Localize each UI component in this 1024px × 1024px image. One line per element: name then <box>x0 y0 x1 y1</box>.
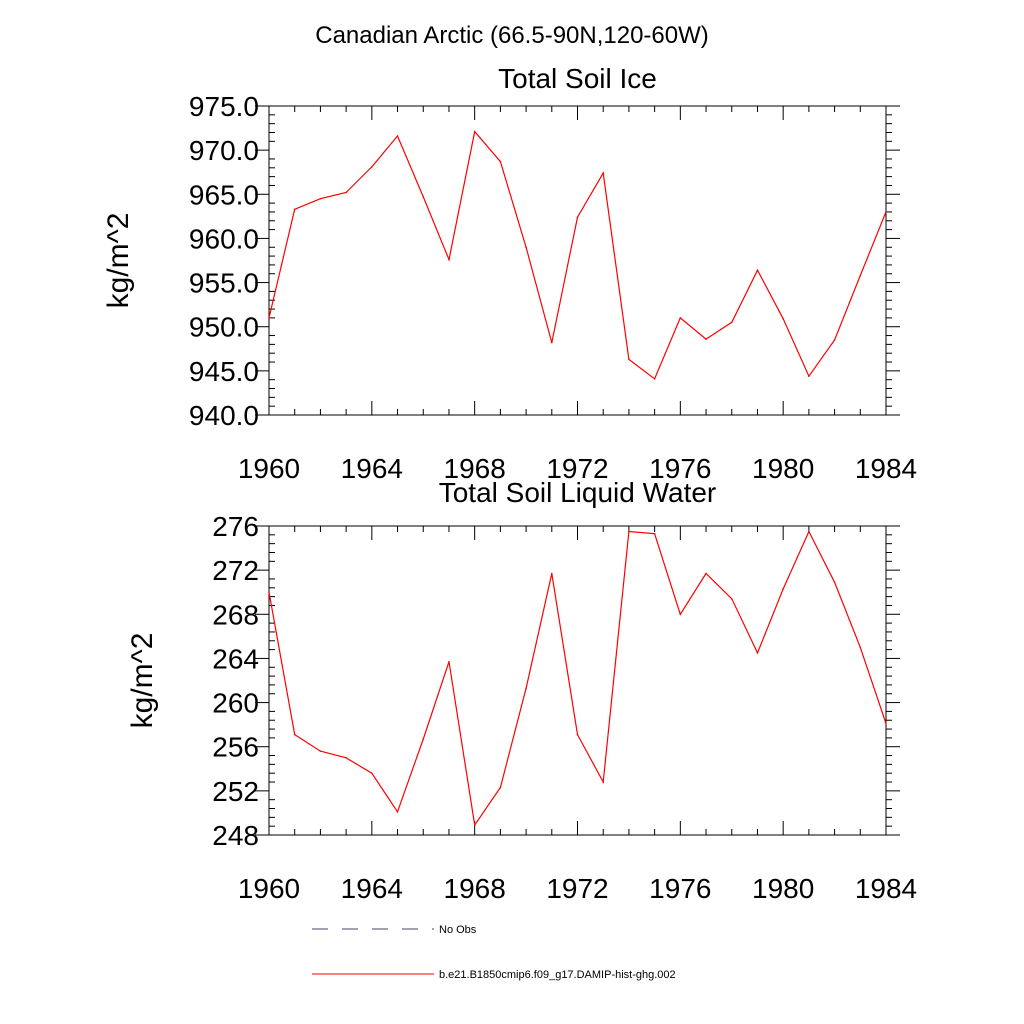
data-point <box>653 378 656 380</box>
y-tick-label: 252 <box>212 776 259 807</box>
data-point <box>293 208 296 211</box>
legend-label: No Obs <box>439 924 477 936</box>
x-tick-label: 1964 <box>341 453 403 484</box>
x-tick-label: 1964 <box>341 873 403 904</box>
data-point <box>782 588 784 590</box>
data-point <box>756 652 759 654</box>
data-point <box>756 269 759 272</box>
data-point <box>268 317 270 319</box>
data-point <box>345 756 347 759</box>
series-line <box>268 530 887 827</box>
x-tick-label: 1976 <box>649 873 711 904</box>
x-tick-label: 1960 <box>238 453 300 484</box>
y-tick-label: 276 <box>212 511 259 542</box>
data-point <box>576 733 579 736</box>
data-point <box>808 375 810 377</box>
data-point <box>833 339 836 341</box>
data-point <box>808 530 810 533</box>
data-point <box>730 598 733 600</box>
data-point <box>448 660 450 663</box>
data-point <box>525 246 527 249</box>
x-tick-label: 1976 <box>649 453 711 484</box>
plot-frame <box>268 105 887 416</box>
x-tick-label: 1972 <box>546 453 608 484</box>
data-point <box>499 786 502 789</box>
data-point <box>499 160 502 163</box>
data-point <box>602 172 605 174</box>
data-point <box>371 166 373 168</box>
data-point <box>396 135 399 137</box>
data-point <box>628 530 630 533</box>
data-point <box>473 824 476 826</box>
y-tick-label: 955.0 <box>189 268 259 299</box>
data-point <box>705 338 707 340</box>
y-tick-label: 256 <box>212 732 259 763</box>
legend-item: No Obs <box>312 924 477 936</box>
data-point <box>473 130 476 133</box>
data-point <box>859 646 862 649</box>
data-point <box>422 738 425 740</box>
y-tick-label: 945.0 <box>189 356 259 387</box>
data-point <box>448 258 450 261</box>
data-point <box>293 733 296 736</box>
data-point <box>422 196 425 198</box>
y-axis-label: kg/m^2 <box>102 213 135 309</box>
data-point <box>628 358 630 361</box>
x-tick-label: 1968 <box>444 873 506 904</box>
data-point <box>550 572 553 575</box>
data-point <box>885 211 887 213</box>
data-point <box>679 613 682 616</box>
data-point <box>345 191 347 194</box>
data-point <box>705 572 707 575</box>
y-tick-label: 960.0 <box>189 223 259 254</box>
y-tick-label: 965.0 <box>189 179 259 210</box>
x-tick-label: 1980 <box>752 873 814 904</box>
data-point <box>859 274 862 277</box>
chart-panels: Total Soil Ice kg/m^2 1960 1964 1968 1972 1976… <box>102 63 917 904</box>
chart-title: Total Soil Liquid Water <box>439 477 717 508</box>
data-point <box>679 317 682 319</box>
data-point <box>602 781 605 783</box>
legend: No Obs b.e21.B1850cmip6.f09_g17.DAMIP-his… <box>312 924 676 981</box>
data-point <box>319 197 322 200</box>
x-tick-label: 1984 <box>855 453 917 484</box>
y-tick-label: 950.0 <box>189 312 259 343</box>
y-tick-label: 264 <box>212 643 259 674</box>
data-point <box>885 722 887 725</box>
figure-title: Canadian Arctic (66.5-90N,120-60W) <box>315 22 709 49</box>
data-point <box>653 532 656 535</box>
chart-panel-2: Total Soil Liquid Water kg/m^2 1960 1964 196… <box>126 477 917 904</box>
x-tick-label: 1968 <box>444 453 506 484</box>
x-tick-label: 1980 <box>752 453 814 484</box>
data-point <box>833 581 836 584</box>
data-point <box>525 687 527 690</box>
plot-frame <box>268 525 887 836</box>
x-tick-label: 1960 <box>238 873 300 904</box>
x-tick-label: 1984 <box>855 873 917 904</box>
y-axis-label: kg/m^2 <box>126 633 159 729</box>
y-tick-label: 975.0 <box>189 91 259 122</box>
data-point <box>782 317 784 320</box>
x-tick-label: 1972 <box>546 873 608 904</box>
series-line <box>268 130 887 380</box>
data-point <box>576 216 579 219</box>
y-tick-label: 248 <box>212 820 259 851</box>
data-point <box>550 341 553 344</box>
y-tick-label: 268 <box>212 599 259 630</box>
data-point <box>730 321 733 324</box>
y-tick-label: 260 <box>212 688 259 719</box>
y-tick-label: 970.0 <box>189 135 259 166</box>
chart-panel-1: Total Soil Ice kg/m^2 1960 1964 1968 1972 1976… <box>102 63 917 484</box>
y-tick-label: 940.0 <box>189 400 259 431</box>
legend-item: b.e21.B1850cmip6.f09_g17.DAMIP-hist-ghg.… <box>312 969 676 981</box>
data-point <box>319 750 322 752</box>
chart-title: Total Soil Ice <box>498 63 657 94</box>
y-tick-label: 272 <box>212 555 259 586</box>
legend-label: b.e21.B1850cmip6.f09_g17.DAMIP-hist-ghg.… <box>439 969 676 981</box>
data-point <box>396 811 399 813</box>
data-point <box>371 772 373 774</box>
data-point <box>268 591 270 594</box>
